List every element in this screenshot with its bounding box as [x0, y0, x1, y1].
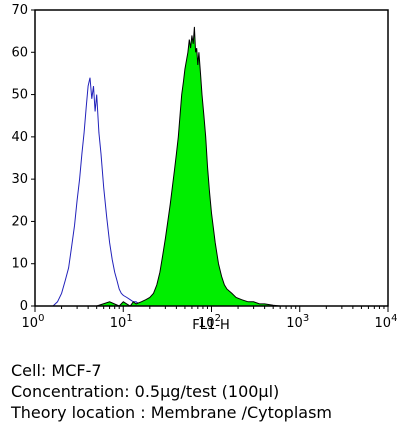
- axis-layer: 0 10 20 30 40 50 60 70 100 101 102 103 104: [11, 3, 397, 331]
- y-tick-label: 0: [20, 299, 28, 314]
- x-axis-label: FL1-H: [192, 318, 229, 333]
- x-tick-label: 104: [375, 313, 398, 331]
- y-tick-label: 60: [11, 45, 28, 60]
- caption: Cell: MCF-7 Concentration: 0.5μg/test (1…: [11, 360, 396, 423]
- x-tick-label: 100: [22, 313, 45, 331]
- caption-cell: Cell: MCF-7: [11, 361, 102, 380]
- y-tick-label: 70: [11, 3, 28, 18]
- y-tick-label: 20: [11, 214, 28, 229]
- series-0-outline-histogram: [52, 77, 150, 307]
- x-tick-label: 101: [110, 313, 133, 331]
- series-1-filled-histogram: [96, 26, 281, 307]
- x-tick-label: 102: [198, 313, 221, 331]
- y-tick-label: 50: [11, 88, 28, 103]
- caption-concentration: Concentration: 0.5μg/test (100μl): [11, 382, 280, 401]
- caption-location: Theory location : Membrane /Cytoplasm: [11, 403, 332, 422]
- y-tick-label: 30: [11, 172, 28, 187]
- y-tick-label: 10: [11, 257, 28, 272]
- flow-cytometry-histogram: 0 10 20 30 40 50 60 70 100 101 102 103 104 FL1-H: [11, 3, 397, 333]
- x-tick-label: 103: [286, 313, 309, 331]
- y-tick-label: 40: [11, 130, 28, 145]
- series-layer: [52, 26, 281, 307]
